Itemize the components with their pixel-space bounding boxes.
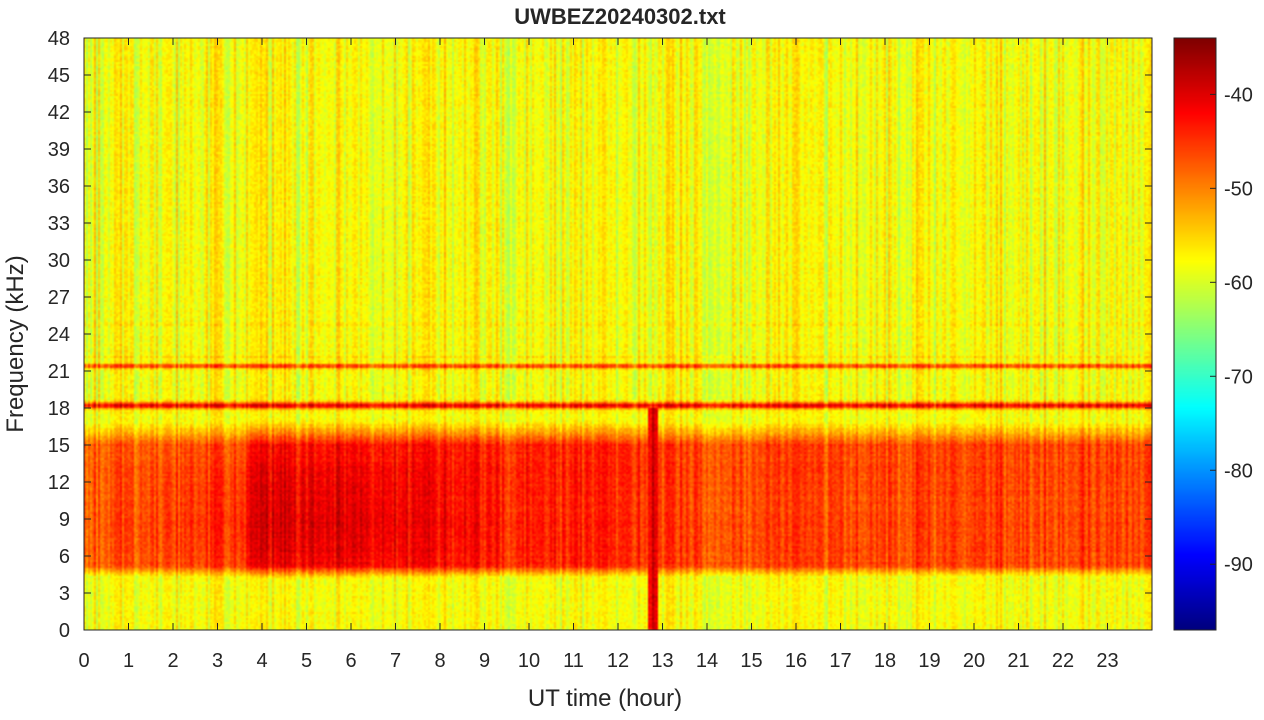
y-tick-label: 3 xyxy=(59,583,70,605)
y-tick-label: 12 xyxy=(48,472,70,494)
x-tick-label: 20 xyxy=(963,650,985,672)
x-tick-label: 19 xyxy=(918,650,940,672)
x-tick-label: 22 xyxy=(1052,650,1074,672)
x-tick-label: 3 xyxy=(212,650,223,672)
x-tick-label: 16 xyxy=(785,650,807,672)
y-tick-label: 27 xyxy=(48,287,70,309)
y-tick-label: 30 xyxy=(48,250,70,272)
colorbar-tick-label: -50 xyxy=(1224,178,1253,200)
x-tick-label: 11 xyxy=(563,650,584,672)
x-axis-label: UT time (hour) xyxy=(528,685,682,712)
x-tick-label: 2 xyxy=(167,650,178,672)
x-tick-label: 5 xyxy=(301,650,312,672)
x-tick-label: 8 xyxy=(434,650,445,672)
colorbar-ticks: -90 -80 -70 -60 -50 -40 xyxy=(1210,84,1253,576)
y-tick-label: 24 xyxy=(48,324,70,346)
x-tick-label: 6 xyxy=(345,650,356,672)
chart-title: UWBEZ20240302.txt xyxy=(514,4,726,29)
y-tick-label: 9 xyxy=(59,509,70,531)
x-tick-label: 15 xyxy=(740,650,762,672)
colorbar-tick-label: -90 xyxy=(1224,554,1253,576)
x-tick-label: 21 xyxy=(1007,650,1029,672)
x-tick-label: 17 xyxy=(829,650,851,672)
x-tick-label: 10 xyxy=(518,650,540,672)
colorbar-tick-label: -60 xyxy=(1224,272,1253,294)
y-tick-label: 45 xyxy=(48,65,70,87)
colorbar-tick-label: -70 xyxy=(1224,366,1253,388)
colorbar-tick-label: -40 xyxy=(1224,84,1253,106)
y-axis-label: Frequency (kHz) xyxy=(2,255,29,432)
x-tick-label: 18 xyxy=(874,650,896,672)
y-tick-label: 6 xyxy=(59,546,70,568)
x-axis-ticks: 0 1 2 3 4 5 6 7 8 9 10 11 12 13 14 15 16 17 18 19 20 21 22 23 xyxy=(78,38,1119,672)
x-tick-label: 12 xyxy=(607,650,629,672)
colorbar: -90 -80 -70 -60 -50 -40 xyxy=(1173,37,1253,631)
x-tick-label: 1 xyxy=(123,650,134,672)
colorbar-gradient xyxy=(1174,38,1216,630)
x-tick-label: 7 xyxy=(390,650,401,672)
x-tick-label: 9 xyxy=(479,650,490,672)
colorbar-tick-label: -80 xyxy=(1224,460,1253,482)
y-tick-label: 21 xyxy=(48,361,70,383)
y-tick-label: 0 xyxy=(59,620,70,642)
x-tick-label: 23 xyxy=(1096,650,1118,672)
y-tick-label: 42 xyxy=(48,102,70,124)
y-tick-label: 36 xyxy=(48,176,70,198)
x-tick-label: 13 xyxy=(651,650,673,672)
colorbar-frame xyxy=(1173,37,1217,631)
x-tick-label: 14 xyxy=(696,650,718,672)
y-tick-label: 33 xyxy=(48,213,70,235)
y-tick-label: 18 xyxy=(48,398,70,420)
y-tick-label: 39 xyxy=(48,139,70,161)
y-tick-label: 48 xyxy=(48,28,70,50)
spectrogram-image xyxy=(84,38,1152,630)
spectrogram-plot xyxy=(83,37,1153,631)
y-tick-label: 15 xyxy=(48,435,70,457)
x-tick-label: 0 xyxy=(78,650,89,672)
x-tick-label: 4 xyxy=(256,650,267,672)
